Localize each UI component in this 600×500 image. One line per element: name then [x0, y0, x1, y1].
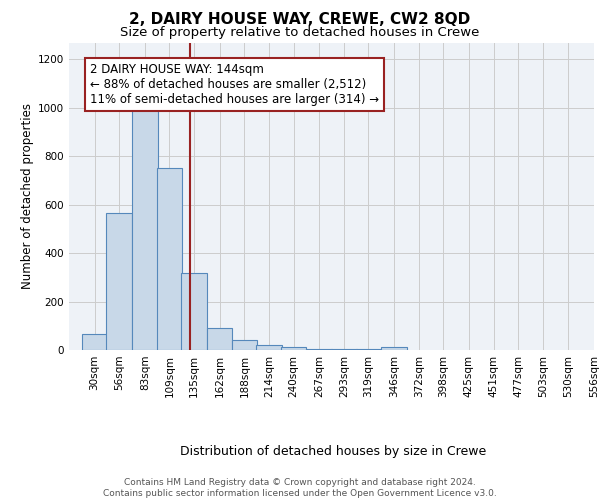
Text: Contains HM Land Registry data © Crown copyright and database right 2024.
Contai: Contains HM Land Registry data © Crown c… [103, 478, 497, 498]
Bar [381, 347, 407, 350]
Bar [356, 349, 381, 350]
Text: Size of property relative to detached houses in Crewe: Size of property relative to detached ho… [121, 26, 479, 39]
Bar [132, 106, 158, 350]
Text: Distribution of detached houses by size in Crewe: Distribution of detached houses by size … [180, 444, 486, 458]
Bar [331, 349, 356, 350]
Y-axis label: Number of detached properties: Number of detached properties [21, 104, 34, 289]
Bar [157, 168, 182, 350]
Text: 2 DAIRY HOUSE WAY: 144sqm
← 88% of detached houses are smaller (2,512)
11% of se: 2 DAIRY HOUSE WAY: 144sqm ← 88% of detac… [90, 63, 379, 106]
Bar [281, 347, 307, 350]
Bar [256, 345, 282, 350]
Text: 2, DAIRY HOUSE WAY, CREWE, CW2 8QD: 2, DAIRY HOUSE WAY, CREWE, CW2 8QD [130, 12, 470, 28]
Bar [232, 340, 257, 350]
Bar [106, 213, 132, 350]
Bar [181, 272, 207, 350]
Bar [207, 328, 232, 350]
Bar [82, 334, 107, 350]
Bar [307, 349, 332, 350]
